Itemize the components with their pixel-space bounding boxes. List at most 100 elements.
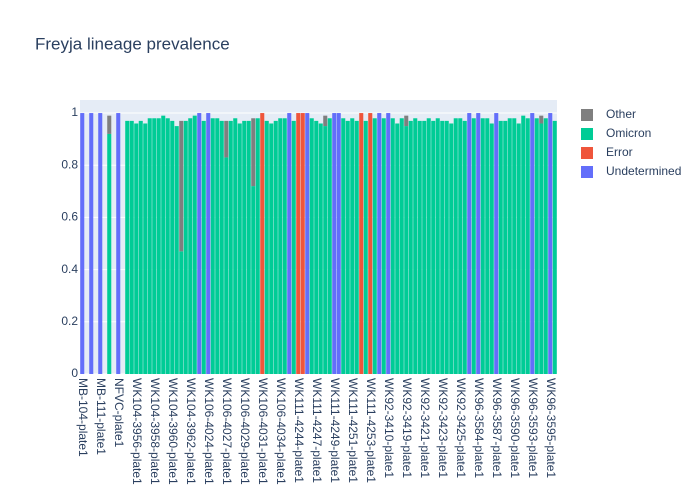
x-tick-label: WK104-3956-plate1	[130, 378, 144, 485]
y-tick-label: 0.4	[61, 262, 78, 276]
bar-segment	[179, 251, 184, 374]
bar-segment	[323, 115, 328, 127]
bar-segment	[494, 113, 499, 375]
x-tick-label: WK111-4247-plate1	[310, 378, 324, 483]
bar-segment	[251, 118, 256, 187]
bar-segment	[98, 113, 103, 375]
bar-segment	[417, 120, 422, 374]
bar-segment	[377, 113, 382, 375]
bar-segment	[273, 120, 278, 374]
bar-segment	[242, 120, 247, 374]
bar-segment	[516, 123, 521, 374]
bar-segment	[453, 118, 458, 375]
bar-segment	[233, 118, 238, 375]
bar-segment	[237, 123, 242, 374]
bar-segment	[503, 120, 508, 374]
bar-segment	[476, 113, 481, 375]
bar-segment	[107, 133, 112, 374]
bar-segment	[426, 118, 431, 375]
bar-segment	[530, 113, 535, 375]
bar-segment	[260, 113, 265, 375]
bar-segment	[174, 126, 179, 374]
bar-segment	[269, 123, 274, 374]
x-tick-label: WK96-3584-plate1	[472, 378, 486, 478]
bar-segment	[408, 120, 413, 374]
bar-segment	[386, 113, 391, 375]
y-tick-label: 0.2	[61, 314, 78, 328]
bar-segment	[368, 113, 373, 375]
bar-segment	[264, 120, 269, 374]
bar-segment	[399, 118, 404, 375]
x-tick-label: WK106-4034-plate1	[274, 378, 288, 485]
bar-segment	[161, 115, 166, 375]
bar-segment	[552, 120, 557, 374]
bar-segment	[219, 120, 224, 374]
bar-segment	[210, 118, 215, 375]
x-tick-label: WK106-4029-plate1	[238, 378, 252, 485]
legend-swatch	[581, 166, 593, 178]
x-tick-label: WK106-4027-plate1	[220, 378, 234, 485]
bar-segment	[327, 118, 332, 375]
bar-segment	[354, 120, 359, 374]
bar-segment	[345, 120, 350, 374]
bar-segment	[372, 118, 377, 375]
x-tick-label: WK92-3419-plate1	[400, 378, 414, 478]
bar-segment	[89, 113, 94, 375]
bar-segment	[309, 118, 314, 375]
bar-segment	[539, 123, 544, 374]
x-tick-label: WK96-3593-plate1	[526, 378, 540, 478]
x-tick-label: MB-111-plate1	[94, 378, 108, 455]
bar-segment	[152, 118, 157, 375]
bar-segment	[332, 113, 337, 375]
x-tick-label: WK92-3421-plate1	[418, 378, 432, 478]
x-tick-label: WK92-3410-plate1	[382, 378, 396, 478]
bar-segment	[138, 120, 143, 374]
bar-segment	[512, 118, 517, 375]
bar-segment	[498, 120, 503, 374]
legend-label: Undetermined	[606, 164, 681, 178]
bar-segment	[395, 123, 400, 374]
bar-segment	[318, 123, 323, 374]
bar-segment	[489, 123, 494, 374]
y-tick-label: 1	[71, 105, 78, 119]
x-tick-label: WK104-3958-plate1	[148, 378, 162, 485]
bar-segment	[147, 118, 152, 375]
legend-swatch	[581, 128, 593, 140]
bar-segment	[125, 120, 130, 374]
bar-segment	[440, 120, 445, 374]
bar-segment	[224, 120, 229, 158]
bar-segment	[192, 115, 197, 375]
legend-label: Other	[606, 107, 636, 121]
bar-segment	[390, 118, 395, 375]
bar-segment	[323, 126, 328, 374]
x-tick-label: WK104-3960-plate1	[166, 378, 180, 485]
bar-segment	[341, 118, 346, 375]
bar-segment	[462, 120, 467, 374]
bar-segment	[525, 118, 530, 375]
x-tick-label: NFVC-plate1	[112, 378, 126, 448]
bar-segment	[201, 120, 206, 374]
bar-segment	[480, 118, 485, 375]
x-tick-label: WK96-3587-plate1	[490, 378, 504, 478]
bar-segment	[336, 113, 341, 375]
bar-segment	[467, 113, 472, 375]
bar-segment	[485, 118, 490, 375]
bar-segment	[296, 113, 301, 375]
bar-segment	[215, 118, 220, 375]
x-tick-label: WK111-4249-plate1	[328, 378, 342, 483]
bar-segment	[413, 118, 418, 375]
bar-segment	[188, 118, 193, 375]
bar-segment	[116, 113, 121, 375]
x-tick-label: MB-104-plate1	[76, 378, 90, 457]
x-tick-label: WK92-3423-plate1	[436, 378, 450, 478]
bar-segment	[278, 118, 283, 375]
bar-segment	[521, 115, 526, 375]
bar-segment	[224, 157, 229, 374]
bar-segment	[471, 118, 476, 375]
bar-segment	[543, 118, 548, 375]
bar-segment	[134, 123, 139, 374]
bar-segment	[507, 118, 512, 375]
bar-segment	[404, 126, 409, 374]
x-tick-label: WK96-3595-plate1	[544, 378, 558, 478]
